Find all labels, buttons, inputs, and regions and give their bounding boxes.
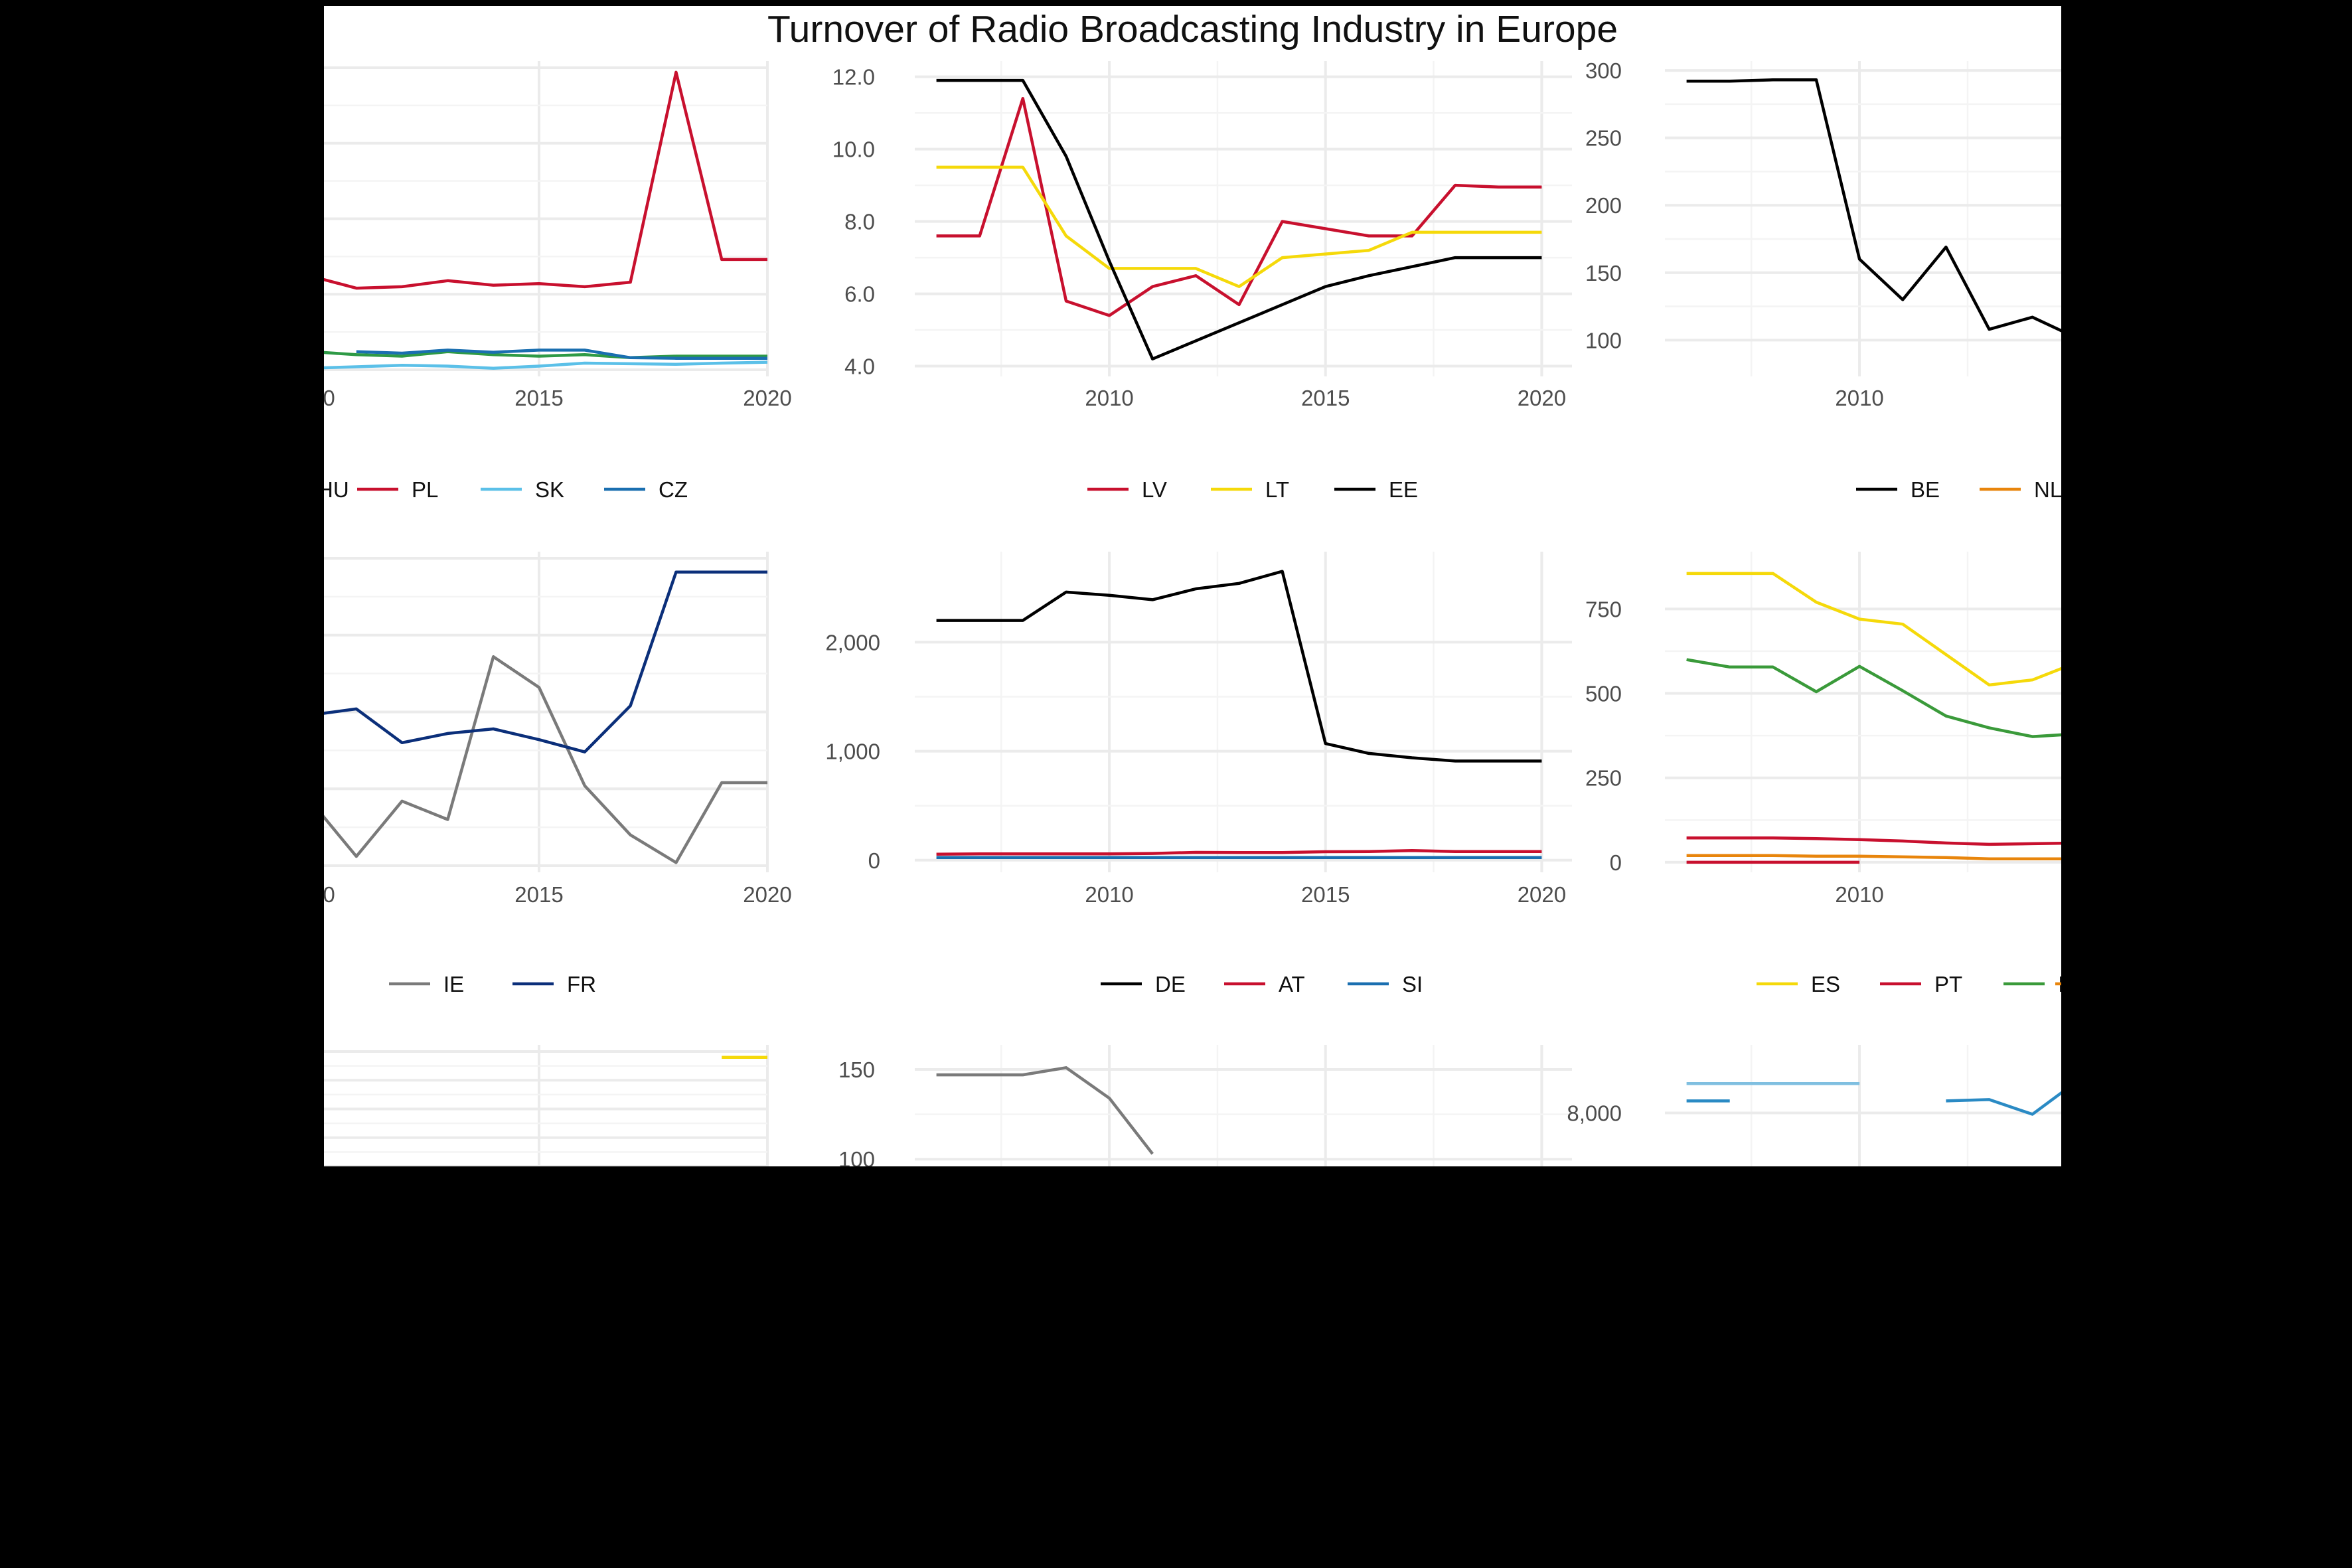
y-tick-label: 150 — [1585, 261, 1622, 285]
x-tick-label: 2010 — [324, 882, 335, 907]
y-tick-label: 1,000 — [825, 740, 880, 764]
series-line-ie — [324, 655, 767, 864]
series-line-sk — [324, 360, 768, 370]
series-line-cz — [356, 349, 767, 360]
legend-label-fr: FR — [567, 972, 596, 996]
series-line-pl — [324, 70, 767, 290]
y-tick-label: 8.0 — [844, 210, 875, 234]
x-tick-label: 2010 — [324, 386, 335, 410]
y-tick-label: 250 — [1585, 126, 1622, 151]
chart-panel-6: 02505007502010ESPTIT — [1585, 552, 2061, 996]
x-tick-label: 2010 — [1835, 386, 1883, 410]
y-tick-label: 100 — [838, 1147, 875, 1166]
legend-label-ee: EE — [1389, 477, 1418, 502]
series-line-unlabeled — [1686, 854, 2061, 861]
x-tick-label: 2010 — [1085, 882, 1133, 907]
y-tick-label: 12.0 — [832, 65, 875, 90]
series-line-es — [1686, 572, 2061, 687]
y-tick-label: 2,000 — [825, 630, 880, 655]
series-line-fr — [324, 570, 767, 753]
legend-label-at: AT — [1279, 972, 1305, 996]
x-tick-label: 2020 — [743, 386, 791, 410]
x-tick-label: 2015 — [514, 882, 563, 907]
chart-panel-3: 100 150 200 250 300 2010 BE NL — [1585, 58, 2061, 502]
series-line-pt — [1686, 836, 2061, 846]
legend-label-pl: PL — [412, 477, 438, 502]
legend-label-hu: HU — [324, 477, 349, 502]
series-line-de — [936, 570, 1542, 763]
legend-label-sk: SK — [535, 477, 564, 502]
chart-panel-5: 0 1,000 2,000 2010 2015 2020 DE AT SI — [825, 552, 1572, 996]
legend-label-de: DE — [1155, 972, 1186, 996]
series-line-lv — [936, 97, 1542, 317]
y-tick-label: 750 — [1585, 597, 1622, 621]
series-line-at — [936, 849, 1542, 856]
y-tick-label: 8,000 — [1567, 1101, 1622, 1126]
y-tick-label: 500 — [1585, 682, 1622, 706]
y-tick-label: 200 — [1585, 193, 1622, 218]
y-tick-label: 0 — [1610, 850, 1622, 875]
x-tick-label: 2015 — [1301, 386, 1350, 410]
x-tick-label: 2020 — [743, 882, 791, 907]
legend-label-si: SI — [1402, 972, 1423, 996]
x-tick-label: 2020 — [1518, 386, 1566, 410]
chart-panel-9: 8,000 — [1567, 1045, 2061, 1166]
legend-label-lt: LT — [1265, 477, 1289, 502]
x-tick-label: 2010 — [1085, 386, 1133, 410]
chart-panel-1: 2010 2015 2020 HU PL SK CZ — [324, 61, 792, 502]
y-tick-label: 6.0 — [844, 282, 875, 307]
legend-label-lv: LV — [1142, 477, 1167, 502]
chart-panel-2: 4.0 6.0 8.0 10.0 12.0 2010 2015 2020 LV LT EE — [832, 61, 1572, 502]
chart-panel-8: 100 150 — [838, 1045, 1572, 1166]
series-line-unlabeled — [1946, 1091, 2061, 1116]
x-tick-label: 2015 — [514, 386, 563, 410]
x-tick-label: 2015 — [1301, 882, 1350, 907]
y-tick-label: 150 — [838, 1058, 875, 1082]
legend-label-es: ES — [1811, 972, 1840, 996]
series-line-hu — [324, 350, 767, 360]
chart-viewport: Turnover of Radio Broadcasting Industry … — [324, 6, 2061, 1166]
x-tick-label: 2020 — [1518, 882, 1566, 907]
series-line-it — [1686, 658, 2061, 738]
legend-label-cz: CZ — [659, 477, 688, 502]
series-line-unlabeled — [936, 1066, 1154, 1155]
series-line-lt — [936, 165, 1542, 288]
y-tick-label: 4.0 — [844, 354, 875, 379]
y-tick-label: 0 — [868, 848, 880, 873]
y-tick-label: 100 — [1585, 328, 1622, 353]
legend-label-be: BE — [1911, 477, 1940, 502]
chart-panel-4: 2010 2015 2020 IE FR — [324, 552, 792, 996]
legend-label-pt: PT — [1934, 972, 1962, 996]
series-line-be — [1686, 78, 2061, 333]
series-line-ee — [936, 78, 1542, 360]
legend-label-ie: IE — [443, 972, 464, 996]
chart-panel-7 — [324, 1045, 769, 1166]
y-tick-label: 250 — [1585, 766, 1622, 791]
page-title: Turnover of Radio Broadcasting Industry … — [767, 8, 1618, 50]
legend-label-nl: NL — [2034, 477, 2061, 502]
y-tick-label: 300 — [1585, 58, 1622, 83]
charts-canvas: 2010 2015 2020 HU PL SK CZ 4.0 6.0 8.0 10.0 12.0 201… — [324, 58, 2061, 1166]
y-tick-label: 10.0 — [832, 137, 875, 162]
x-tick-label: 2010 — [1835, 882, 1883, 907]
